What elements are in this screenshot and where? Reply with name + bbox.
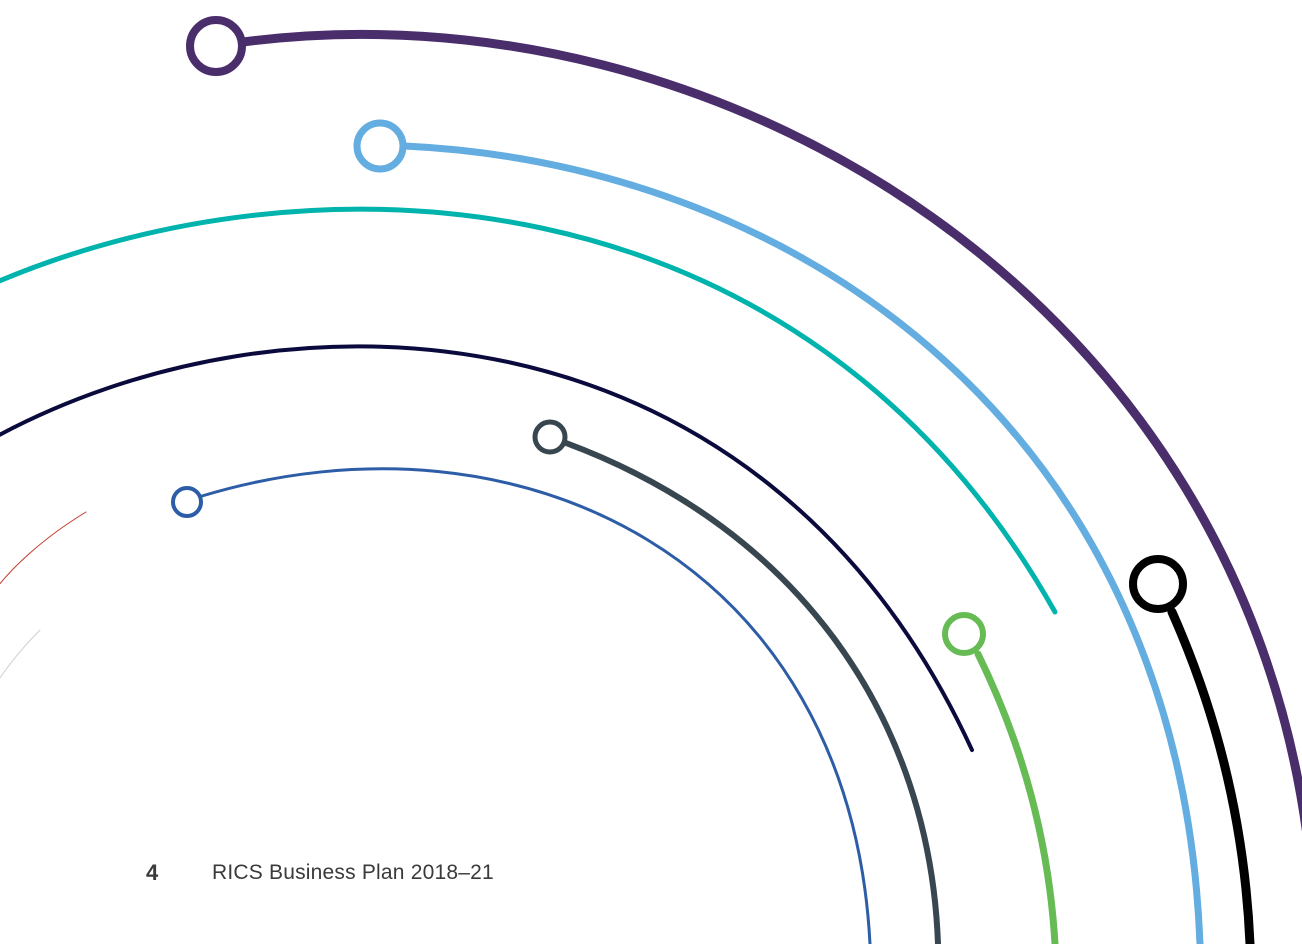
black-end-circle [1129,555,1187,613]
green-arc [974,650,1059,944]
navy-arc [0,344,974,752]
purple-arc [238,29,1302,834]
document-title: RICS Business Plan 2018–21 [212,861,494,884]
slate-arc [563,440,941,944]
purple-end-circle [186,16,246,76]
black-arc [1167,607,1255,944]
blue-arc [200,467,872,944]
green-end-circle [942,612,986,656]
light-blue-end-circle [353,119,407,173]
page-footer: 4 RICS Business Plan 2018–21 [146,858,494,888]
light-blue-arc [401,142,1204,944]
blue-end-circle [171,486,203,518]
page-number: 4 [146,860,159,885]
faint-grey-arc [0,629,41,679]
slate-end-circle [532,419,568,455]
red-arc [0,511,87,585]
teal-arc [0,206,1058,615]
